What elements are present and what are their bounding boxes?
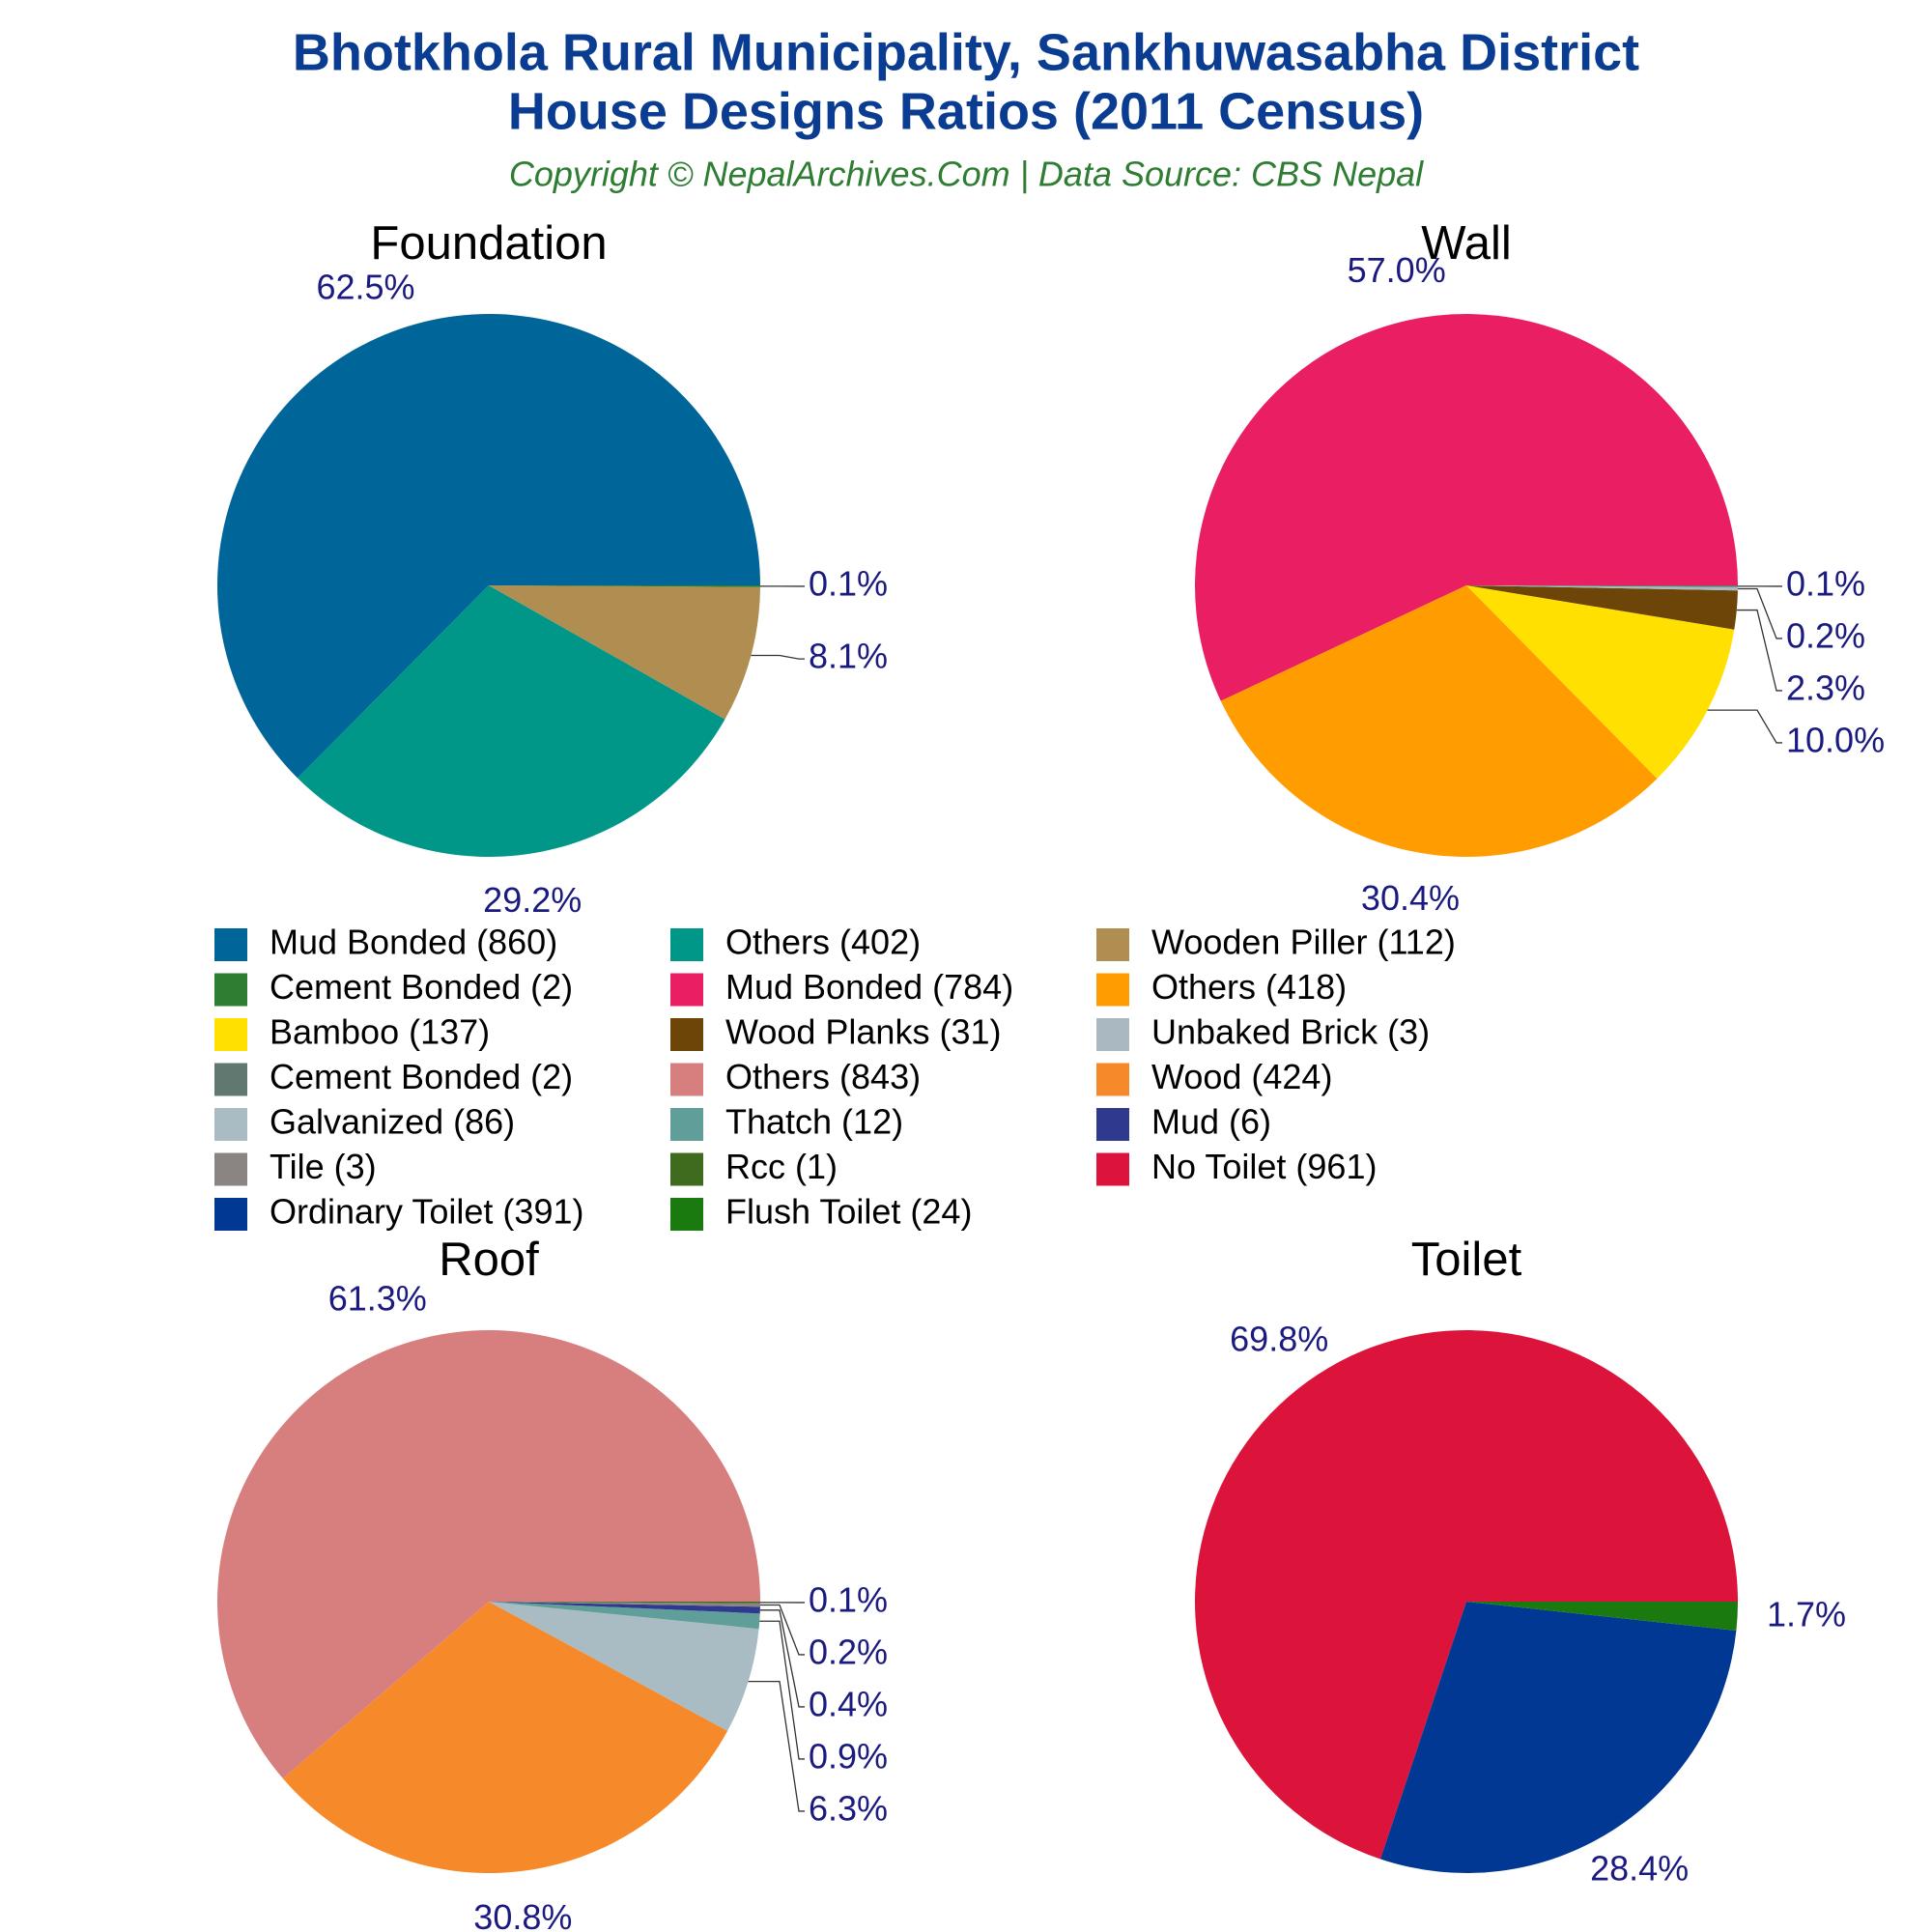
pie-slice [1466,585,1738,587]
data-label: 0.9% [809,1736,888,1776]
legend-swatch [670,973,703,1007]
leader-line [759,1609,805,1708]
data-label: 57.0% [1348,250,1446,290]
legend-label: Ordinary Toilet (391) [270,1192,583,1232]
data-label: 8.1% [809,637,888,676]
pie-slice [489,1602,760,1604]
leader-line [759,1620,805,1760]
pie-slice [1379,1602,1737,1873]
legend-label: Others (843) [725,1057,921,1096]
pie-slice [1195,1330,1738,1860]
pie-slice [298,585,725,857]
data-label: 0.1% [1786,563,1865,603]
pie-slice [1195,314,1738,701]
data-label: 30.4% [1361,878,1460,918]
legend-swatch [1096,1018,1129,1051]
legend-swatch [214,1152,247,1186]
pie-slice [489,1602,760,1630]
pie-slice [1466,585,1738,591]
leader-line [748,1680,805,1812]
data-label: 0.2% [1786,615,1865,655]
legend-swatch [214,973,247,1007]
pie-slice [1466,1602,1738,1631]
legend-label: Mud Bonded (860) [270,923,557,962]
legend-swatch [1096,928,1129,961]
legend-label: Rcc (1) [725,1147,838,1186]
chart-title: Bhotkhola Rural Municipality, Sankhuwasa… [293,23,1639,81]
data-label: 6.3% [809,1788,888,1828]
legend-label: Mud (6) [1151,1102,1271,1142]
legend-label: Mud Bonded (784) [725,967,1013,1007]
legend-swatch [214,1198,247,1231]
data-label: 0.4% [809,1684,888,1723]
pie-slice [282,1602,728,1874]
legend-swatch [214,1108,247,1141]
pie-slice [1466,585,1738,630]
legend-swatch [1096,973,1129,1007]
data-label: 2.3% [1786,668,1865,707]
pie-title: Toilet [1411,1234,1522,1286]
legend-swatch [1096,1152,1129,1186]
data-label: 69.8% [1230,1319,1328,1358]
pie-title: Roof [439,1234,539,1286]
legend-label: Others (418) [1151,967,1347,1007]
leader-line [751,654,805,660]
pie-title: Wall [1421,217,1511,270]
data-label: 61.3% [328,1279,427,1319]
legend-label: Cement Bonded (2) [270,967,573,1007]
pie-slice [1466,585,1735,779]
data-label: 10.0% [1786,720,1885,759]
legend-label: Flush Toilet (24) [725,1192,972,1232]
legend-label: Tile (3) [270,1147,377,1186]
legend-label: Others (402) [725,923,921,962]
legend-label: Wooden Piller (112) [1151,923,1456,962]
pie-slice [216,1330,760,1779]
legend-swatch [670,1108,703,1141]
leader-line [1707,709,1782,744]
legend-swatch [670,1152,703,1186]
legend-label: Unbaked Brick (3) [1151,1012,1430,1052]
pie-slice [489,1602,759,1731]
legend-label: Wood (424) [1151,1057,1332,1096]
legend-label: Cement Bonded (2) [270,1057,573,1096]
legend-label: Bamboo (137) [270,1012,490,1052]
data-label: 62.5% [316,267,414,306]
pie-slice [216,313,760,779]
legend-label: Wood Planks (31) [725,1012,1001,1052]
legend-swatch [1096,1108,1129,1141]
data-label: 0.1% [809,1579,888,1619]
legend-swatch [670,928,703,961]
legend-swatch [670,1063,703,1096]
legend-label: Galvanized (86) [270,1102,515,1142]
legend-swatch [214,928,247,961]
data-label: 28.4% [1590,1849,1689,1889]
pie-slice [489,1602,760,1614]
legend-swatch [670,1198,703,1231]
leader-line [1736,609,1782,692]
data-label: 0.2% [809,1632,888,1671]
legend-swatch [1096,1063,1129,1096]
data-label: 30.8% [473,1897,572,1932]
data-label: 29.2% [483,880,582,920]
chart-title: House Designs Ratios (2011 Census) [508,82,1424,140]
chart-subtitle: Copyright © NepalArchives.Com | Data Sou… [509,155,1424,194]
leader-line [1737,587,1782,639]
leader-line [759,1604,805,1656]
legend-swatch [214,1018,247,1051]
pie-slice [1220,585,1658,858]
data-label: 0.1% [809,563,888,603]
pie-title: Foundation [370,217,607,270]
pie-slice [489,585,760,720]
legend-swatch [214,1063,247,1096]
data-label: 1.7% [1767,1594,1846,1634]
pie-slice [489,1602,760,1607]
legend-label: No Toilet (961) [1151,1147,1377,1186]
legend-label: Thatch (12) [725,1102,903,1142]
legend-swatch [670,1018,703,1051]
pie-slice [489,585,760,587]
